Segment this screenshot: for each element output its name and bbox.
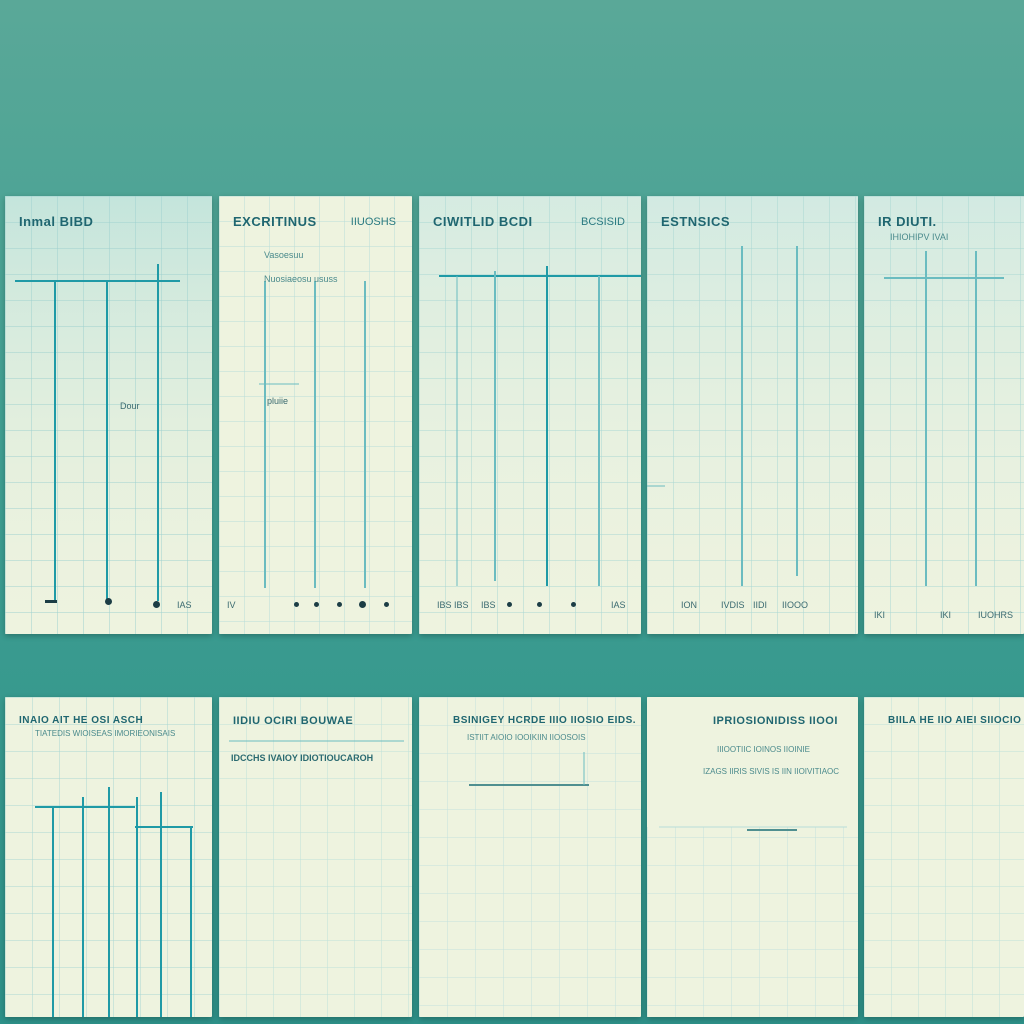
footer-label: IUOHRS — [978, 610, 1014, 620]
footer-label: IBS IBS — [437, 600, 469, 610]
chart-sheet-bottom-5[interactable]: BIILA HE IIO AIEI SIIOCIO — [864, 697, 1024, 1017]
footer-dot — [337, 602, 342, 607]
sheet-subtitle-right: IIUOSHS — [350, 216, 396, 228]
sheet-sub-label: IHIOHIPV IVAI — [890, 232, 949, 242]
footer-label: IKI — [940, 610, 952, 620]
footer-dot — [384, 602, 389, 607]
footer-dot — [153, 601, 160, 608]
sheet-title: Inmal BIBD — [19, 214, 94, 229]
sheet-sub-label: IZAGS IIRIS SIVIS IS IIN IIOIVITIAOC — [703, 767, 840, 776]
chart-sheet-top-2[interactable]: EXCRITINUS IIUOSHS Vasoesuu Nuosiaeosu u… — [219, 196, 412, 634]
sheet-sub-label: TIATEDIS WIOISEAS IMORIEONISAIS — [35, 729, 176, 738]
chart-sheet-bottom-1[interactable]: INAIO AIT HE OSI ASCH TIATEDIS WIOISEAS … — [5, 697, 212, 1017]
footer-dot — [359, 601, 366, 608]
sheet-title: EXCRITINUS — [233, 214, 317, 229]
footer-dot — [314, 602, 319, 607]
mid-label: Dour — [120, 401, 140, 411]
footer-dot — [294, 602, 299, 607]
footer-label: IBS — [481, 600, 496, 610]
grid-lines — [5, 697, 212, 1017]
sheet-sub-label: Nuosiaeosu ususs — [264, 274, 338, 284]
sheet-subtitle-right: BCSISID — [580, 216, 625, 228]
sheet-sub-label: IIIOOTIIC IOINOS IIOINIE — [717, 745, 810, 754]
footer-label: IIOOO — [782, 600, 809, 610]
footer-label: IAS — [611, 600, 626, 610]
sheet-title: BIILA HE IIO AIEI SIIOCIO — [888, 715, 1022, 726]
chart-sheet-bottom-2[interactable]: IIDIU OCIRI BOUWAE IDCCHS IVAIOY IDIOTIO… — [219, 697, 412, 1017]
grid-lines — [864, 196, 1024, 634]
footer-label: IIDI — [753, 600, 768, 610]
sheet-title: IR DIUTI. — [878, 214, 937, 229]
chart-sheet-top-5[interactable]: IR DIUTI. IHIOHIPV IVAI IKI IKI IUOHRS — [864, 196, 1024, 634]
grid-lines — [219, 697, 412, 1017]
grid-lines — [419, 196, 641, 634]
footer-label: IKI — [874, 610, 886, 620]
mid-label: pluiie — [267, 396, 289, 406]
sheet-title: ESTNSICS — [661, 214, 731, 229]
grid-lines — [647, 196, 858, 634]
footer-label: ION — [681, 600, 698, 610]
grid-lines — [5, 196, 212, 634]
footer-label: IVDIS — [721, 600, 745, 610]
sheet-sub-label: ISTIIT AIOIO IOOIKIIN IIOOSOIS — [467, 733, 586, 742]
grid-lines — [419, 697, 641, 1017]
footer-dot — [105, 598, 112, 605]
sheet-title: IIDIU OCIRI BOUWAE — [233, 715, 354, 727]
footer-label: IAS — [177, 600, 192, 610]
footer-dot — [537, 602, 542, 607]
sheet-title: INAIO AIT HE OSI ASCH — [19, 715, 144, 726]
chart-sheet-bottom-3[interactable]: BSINIGEY HCRDE IIIO IIOSIO EIDS. ISTIIT … — [419, 697, 641, 1017]
sheet-sub-label: Vasoesuu — [264, 250, 304, 260]
chart-sheet-top-3[interactable]: CIWITLID BCDI BCSISID IBS IBS IBS IAS — [419, 196, 641, 634]
sheet-title: CIWITLID BCDI — [433, 214, 533, 229]
footer-marker — [45, 600, 57, 603]
grid-lines — [647, 697, 858, 1017]
footer-dot — [571, 602, 576, 607]
grid-lines — [864, 697, 1024, 1017]
footer-dot — [507, 602, 512, 607]
footer-label: IV — [227, 600, 236, 610]
chart-sheet-top-4[interactable]: ESTNSICS ION IVDIS IIDI IIOOO — [647, 196, 858, 634]
chart-sheet-top-1[interactable]: Inmal BIBD Dour IAS — [5, 196, 212, 634]
sheet-sub-label: IDCCHS IVAIOY IDIOTIOUCAROH — [231, 753, 374, 763]
chart-sheet-bottom-4[interactable]: IPRIOSIONIDISS IIOOI IIIOOTIIC IOINOS II… — [647, 697, 858, 1017]
grid-lines — [219, 196, 412, 634]
sheet-title: BSINIGEY HCRDE IIIO IIOSIO EIDS. — [453, 715, 637, 726]
sheet-title: IPRIOSIONIDISS IIOOI — [713, 715, 838, 727]
